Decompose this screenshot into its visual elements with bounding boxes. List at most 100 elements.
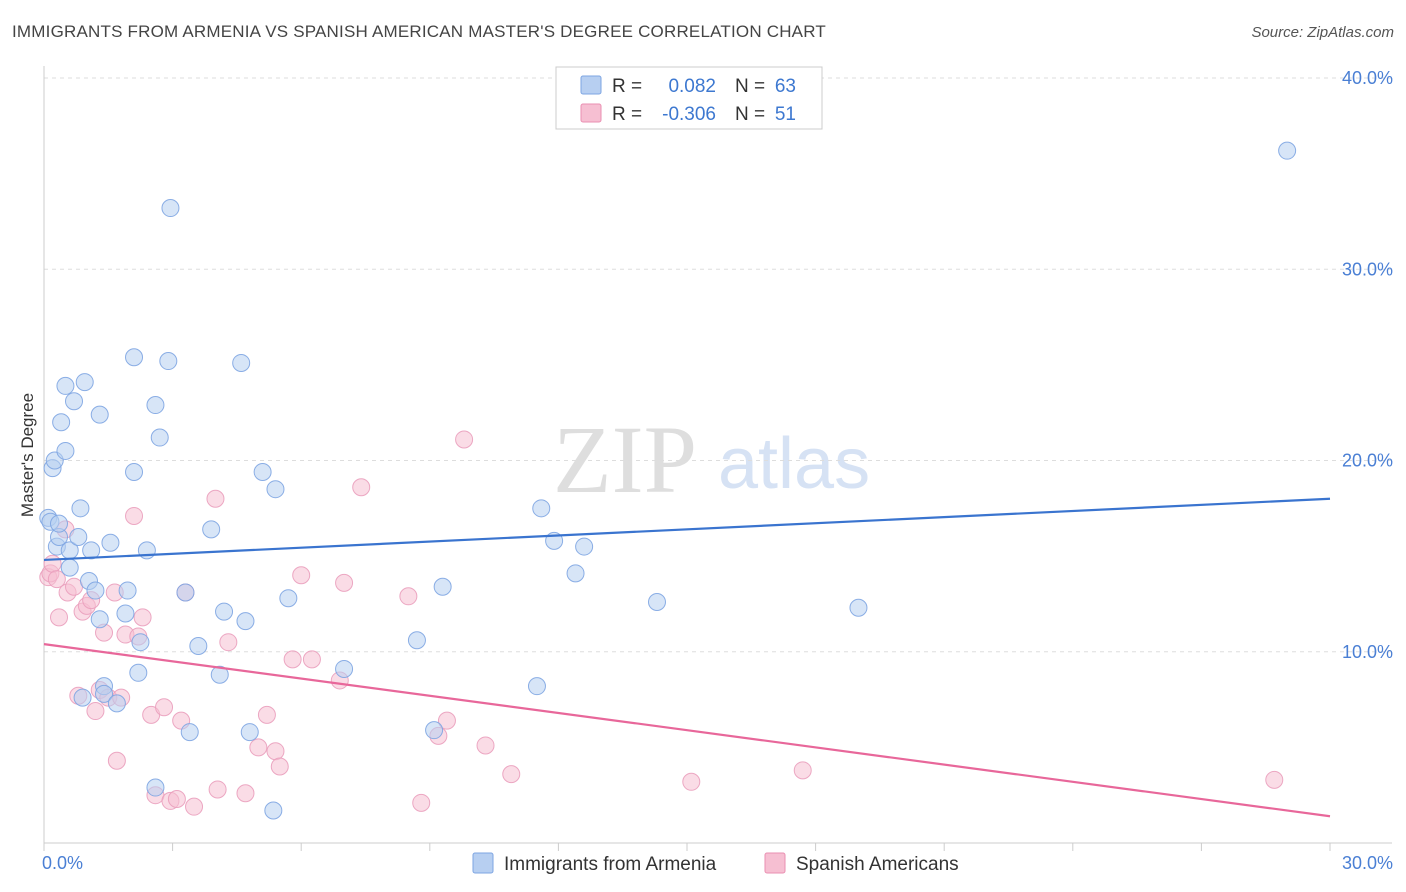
spanish-americans-point-50 xyxy=(476,736,495,755)
armenia-point-9 xyxy=(60,558,79,577)
armenia-point-6 xyxy=(52,413,71,432)
spanish-americans-point-54 xyxy=(1265,770,1284,789)
series-spanish-americans-points xyxy=(39,430,1284,816)
spanish-americans-point-3 xyxy=(47,570,66,589)
spanish-americans-swatch-icon xyxy=(580,103,602,123)
armenia-point-60 xyxy=(849,598,868,617)
armenia-point-61 xyxy=(1278,141,1297,160)
armenia-point-15 xyxy=(75,373,94,392)
armenia-point-47 xyxy=(264,801,283,820)
armenia-point-46 xyxy=(253,462,272,481)
legend-r-value-armenia: 0.082 xyxy=(668,76,716,97)
legend-armenia-swatch-icon xyxy=(472,852,494,874)
armenia-point-26 xyxy=(118,581,137,600)
armenia-point-8 xyxy=(56,376,75,395)
spanish-americans-point-36 xyxy=(257,705,276,724)
armenia-point-59 xyxy=(647,593,666,612)
armenia-point-51 xyxy=(407,631,426,650)
legend-r-label-armenia: R = xyxy=(612,76,642,97)
spanish-americans-point-40 xyxy=(292,566,311,585)
armenia-point-25 xyxy=(116,604,135,623)
spanish-americans-point-20 xyxy=(125,506,144,525)
armenia-point-18 xyxy=(86,581,105,600)
armenia-point-57 xyxy=(566,564,585,583)
spanish-americans-point-39 xyxy=(283,650,302,669)
spanish-americans-point-48 xyxy=(437,711,456,730)
x-tick-label-min: 0.0% xyxy=(42,853,83,873)
armenia-point-33 xyxy=(146,778,165,797)
spanish-americans-point-49 xyxy=(455,430,474,449)
armenia-point-43 xyxy=(232,353,251,372)
armenia-point-53 xyxy=(433,577,452,596)
armenia-swatch-icon xyxy=(580,75,602,95)
spanish-americans-point-27 xyxy=(167,790,186,809)
armenia-point-42 xyxy=(215,602,234,621)
armenia-point-48 xyxy=(266,480,285,499)
armenia-point-30 xyxy=(131,633,150,652)
armenia-point-19 xyxy=(90,405,109,424)
watermark-atlas-text: atlas xyxy=(718,424,870,504)
spanish-americans-point-4 xyxy=(50,608,69,627)
armenia-point-55 xyxy=(532,499,551,518)
y-tick-label-40: 40.0% xyxy=(1342,68,1393,88)
armenia-point-45 xyxy=(240,723,259,742)
legend-n-label-armenia: N = xyxy=(735,76,765,97)
spanish-americans-point-17 xyxy=(107,751,126,770)
y-tick-label-30: 30.0% xyxy=(1342,259,1393,279)
spanish-americans-point-30 xyxy=(185,797,204,816)
legend-n-label-spanish: N = xyxy=(735,104,765,125)
spanish-americans-point-53 xyxy=(793,761,812,780)
armenia-point-27 xyxy=(125,462,144,481)
armenia-point-7 xyxy=(56,441,75,460)
x-tick-label-max: 30.0% xyxy=(1342,853,1393,873)
spanish-americans-point-37 xyxy=(266,742,285,761)
armenia-point-29 xyxy=(129,663,148,682)
armenia-point-62 xyxy=(50,514,69,533)
armenia-point-22 xyxy=(95,684,114,703)
armenia-point-14 xyxy=(73,688,92,707)
armenia-point-20 xyxy=(90,610,109,629)
armenia-point-37 xyxy=(176,583,195,602)
spanish-americans-point-31 xyxy=(206,489,225,508)
spanish-americans-point-34 xyxy=(236,784,255,803)
armenia-point-11 xyxy=(65,392,84,411)
armenia-point-13 xyxy=(71,499,90,518)
armenia-point-36 xyxy=(161,199,180,218)
armenia-point-44 xyxy=(236,612,255,631)
spanish-americans-point-25 xyxy=(155,698,174,717)
source-credit: Source: ZipAtlas.com xyxy=(1251,24,1394,41)
spanish-americans-point-41 xyxy=(302,650,321,669)
armenia-point-54 xyxy=(527,677,546,696)
spanish-americans-point-46 xyxy=(412,793,431,812)
legend-r-value-spanish: -0.306 xyxy=(662,104,716,125)
correlation-legend: R = 0.082 N = 63 R = -0.306 N = 51 xyxy=(555,66,823,130)
x-tick-labels: 0.0% 30.0% xyxy=(42,853,1393,873)
spanish-americans-point-35 xyxy=(249,738,268,757)
spanish-americans-point-12 xyxy=(86,702,105,721)
spanish-americans-point-33 xyxy=(219,633,238,652)
watermark-zip-text: ZIP xyxy=(553,406,697,513)
legend-n-value-armenia: 63 xyxy=(775,76,796,97)
series-legend: Immigrants from Armenia Spanish American… xyxy=(472,852,959,875)
spanish-americans-point-22 xyxy=(133,608,152,627)
y-tick-labels: 10.0% 20.0% 30.0% 40.0% xyxy=(1342,68,1393,662)
armenia-point-24 xyxy=(107,694,126,713)
spanish-americans-point-45 xyxy=(399,587,418,606)
armenia-point-50 xyxy=(335,659,354,678)
armenia-point-34 xyxy=(150,428,169,447)
legend-spanish-swatch-icon xyxy=(764,852,786,874)
spanish-americans-point-7 xyxy=(65,577,84,596)
y-tick-label-10: 10.0% xyxy=(1342,642,1393,662)
armenia-point-39 xyxy=(189,637,208,656)
trend-lines xyxy=(43,497,1331,818)
spanish-americans-point-43 xyxy=(335,573,354,592)
armenia-point-38 xyxy=(180,723,199,742)
armenia-point-58 xyxy=(575,537,594,556)
armenia-point-35 xyxy=(159,352,178,371)
spanish-americans-point-52 xyxy=(682,772,701,791)
armenia-point-28 xyxy=(125,348,144,367)
armenia-point-49 xyxy=(279,589,298,608)
armenia-point-41 xyxy=(210,665,229,684)
armenia-trend-line xyxy=(43,497,1331,562)
